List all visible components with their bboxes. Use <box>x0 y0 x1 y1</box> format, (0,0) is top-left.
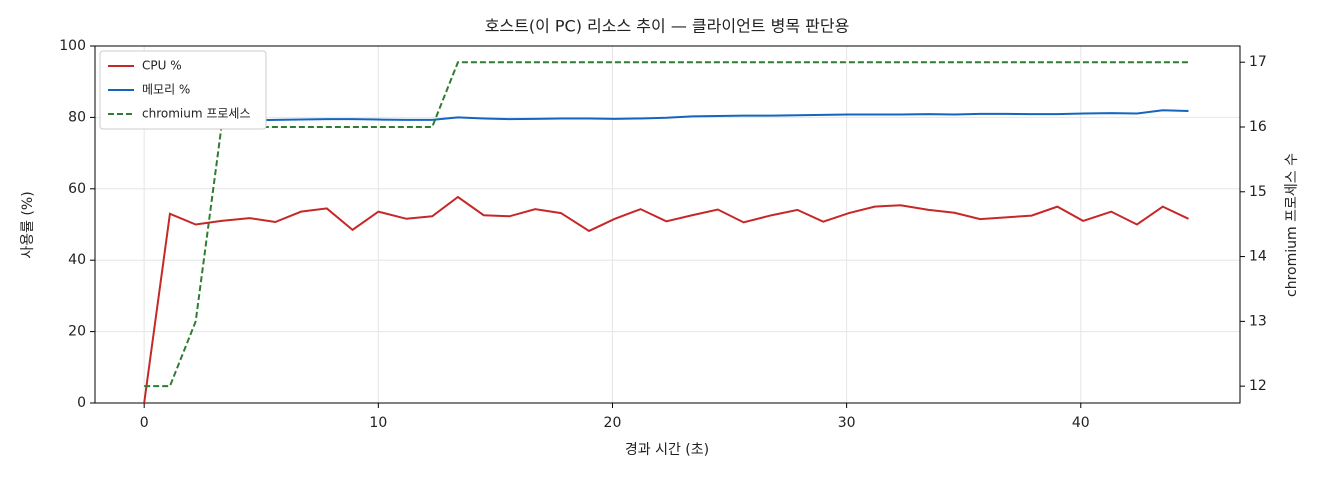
y-tick-label: 0 <box>77 395 86 411</box>
y2-tick-label: 16 <box>1249 119 1267 135</box>
y2-tick-label: 13 <box>1249 313 1267 329</box>
legend-box <box>99 50 267 130</box>
y-tick-label: 100 <box>59 38 86 54</box>
y2-tick-label: 14 <box>1249 249 1267 265</box>
legend-label: chromium 프로세스 <box>142 107 251 121</box>
y2-tick-label: 12 <box>1249 378 1267 394</box>
y-tick-label: 60 <box>68 181 86 197</box>
series-line <box>143 195 1189 404</box>
y2-tick-label: 15 <box>1249 184 1267 200</box>
x-tick-label: 30 <box>838 415 856 431</box>
x-tick-label: 0 <box>140 415 149 431</box>
y2-axis-label: chromium 프로세스 수 <box>1284 153 1300 297</box>
chart-title: 호스트(이 PC) 리소스 추이 — 클라이언트 병목 판단용 <box>485 17 850 36</box>
y-tick-label: 40 <box>68 252 86 268</box>
series-line <box>144 61 1189 388</box>
x-axis-label: 경과 시간 (초) <box>625 442 709 458</box>
y-tick-label: 80 <box>68 109 86 125</box>
y-tick-label: 20 <box>68 324 86 340</box>
y2-tick-label: 17 <box>1249 54 1267 70</box>
plot-frame <box>94 45 1241 404</box>
legend-label: CPU % <box>142 59 182 73</box>
x-tick-label: 10 <box>369 415 387 431</box>
y-axis-label: 사용률 (%) <box>20 191 36 258</box>
x-tick-label: 20 <box>604 415 622 431</box>
x-tick-label: 40 <box>1072 415 1090 431</box>
legend-label: 메모리 % <box>142 83 190 97</box>
series-line <box>144 109 1189 122</box>
